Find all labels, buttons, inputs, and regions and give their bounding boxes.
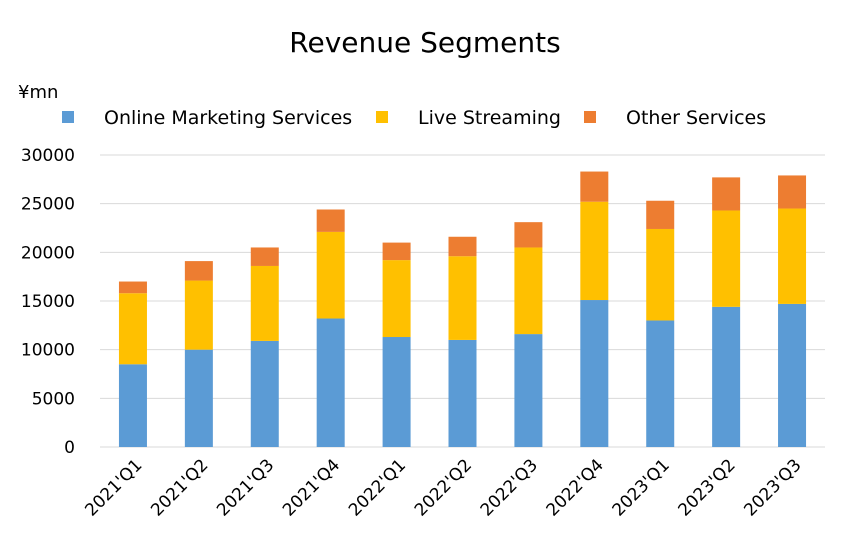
legend-label: Other Services: [626, 107, 766, 129]
bar-segment: [448, 256, 477, 340]
x-tick-label: 2022'Q2: [411, 455, 476, 520]
bar-segment: [316, 318, 345, 447]
legend-label: Live Streaming: [418, 107, 561, 129]
y-tick-label: 5000: [32, 389, 75, 409]
bar-segment: [778, 175, 807, 209]
y-axis-ticks: 0 5000 10000 15000 20000 25000 30000: [21, 146, 75, 458]
bar-segment: [118, 281, 147, 294]
bar-segment: [184, 349, 213, 447]
y-tick-label: 10000: [21, 341, 75, 361]
legend-label: Online Marketing Services: [104, 107, 352, 129]
bars: [118, 171, 807, 447]
legend: Online Marketing Services Live Streaming O…: [62, 107, 766, 129]
y-tick-label: 15000: [21, 292, 75, 312]
bar-segment: [250, 247, 279, 266]
bar-segment: [250, 265, 279, 341]
x-tick-label: 2023'Q2: [675, 455, 740, 520]
bar-segment: [448, 236, 477, 257]
bar-segment: [382, 260, 411, 338]
y-axis-unit-label: ¥mn: [18, 82, 58, 103]
bar-segment: [712, 306, 741, 447]
bar-segment: [382, 337, 411, 447]
bar-segment: [514, 334, 543, 447]
y-tick-label: 0: [64, 438, 75, 458]
y-tick-label: 20000: [21, 243, 75, 263]
x-tick-label: 2022'Q4: [543, 455, 608, 520]
bar-segment: [316, 209, 345, 232]
bar-segment: [646, 228, 675, 321]
x-tick-label: 2022'Q1: [345, 455, 410, 520]
x-tick-label: 2021'Q2: [147, 455, 212, 520]
bar-segment: [184, 280, 213, 350]
bar-segment: [316, 231, 345, 319]
chart-title: Revenue Segments: [289, 26, 560, 59]
y-tick-label: 30000: [21, 146, 75, 166]
bar-segment: [778, 208, 807, 304]
legend-swatch: [62, 111, 74, 123]
x-tick-label: 2021'Q3: [213, 455, 278, 520]
bar-segment: [514, 247, 543, 335]
bar-segment: [448, 339, 477, 447]
legend-swatch: [584, 111, 596, 123]
x-tick-label: 2023'Q3: [740, 455, 805, 520]
x-tick-label: 2023'Q1: [609, 455, 674, 520]
bar-segment: [250, 340, 279, 447]
bar-segment: [184, 261, 213, 281]
bar-segment: [118, 364, 147, 447]
legend-swatch: [376, 111, 388, 123]
bar-segment: [712, 210, 741, 307]
bar-segment: [580, 201, 609, 301]
bar-segment: [778, 303, 807, 447]
bar-segment: [646, 320, 675, 447]
y-tick-label: 25000: [21, 195, 75, 215]
bar-segment: [580, 171, 609, 202]
x-axis-ticks: 2021'Q1 2021'Q2 2021'Q3 2021'Q4 2022'Q1 2022'…: [81, 455, 805, 520]
bar-segment: [712, 177, 741, 211]
bar-segment: [382, 242, 411, 261]
x-tick-label: 2021'Q1: [81, 455, 146, 520]
x-tick-label: 2022'Q3: [477, 455, 542, 520]
bar-segment: [118, 293, 147, 365]
bar-segment: [580, 300, 609, 447]
bar-segment: [514, 222, 543, 248]
x-tick-label: 2021'Q4: [279, 455, 344, 520]
bar-segment: [646, 200, 675, 229]
